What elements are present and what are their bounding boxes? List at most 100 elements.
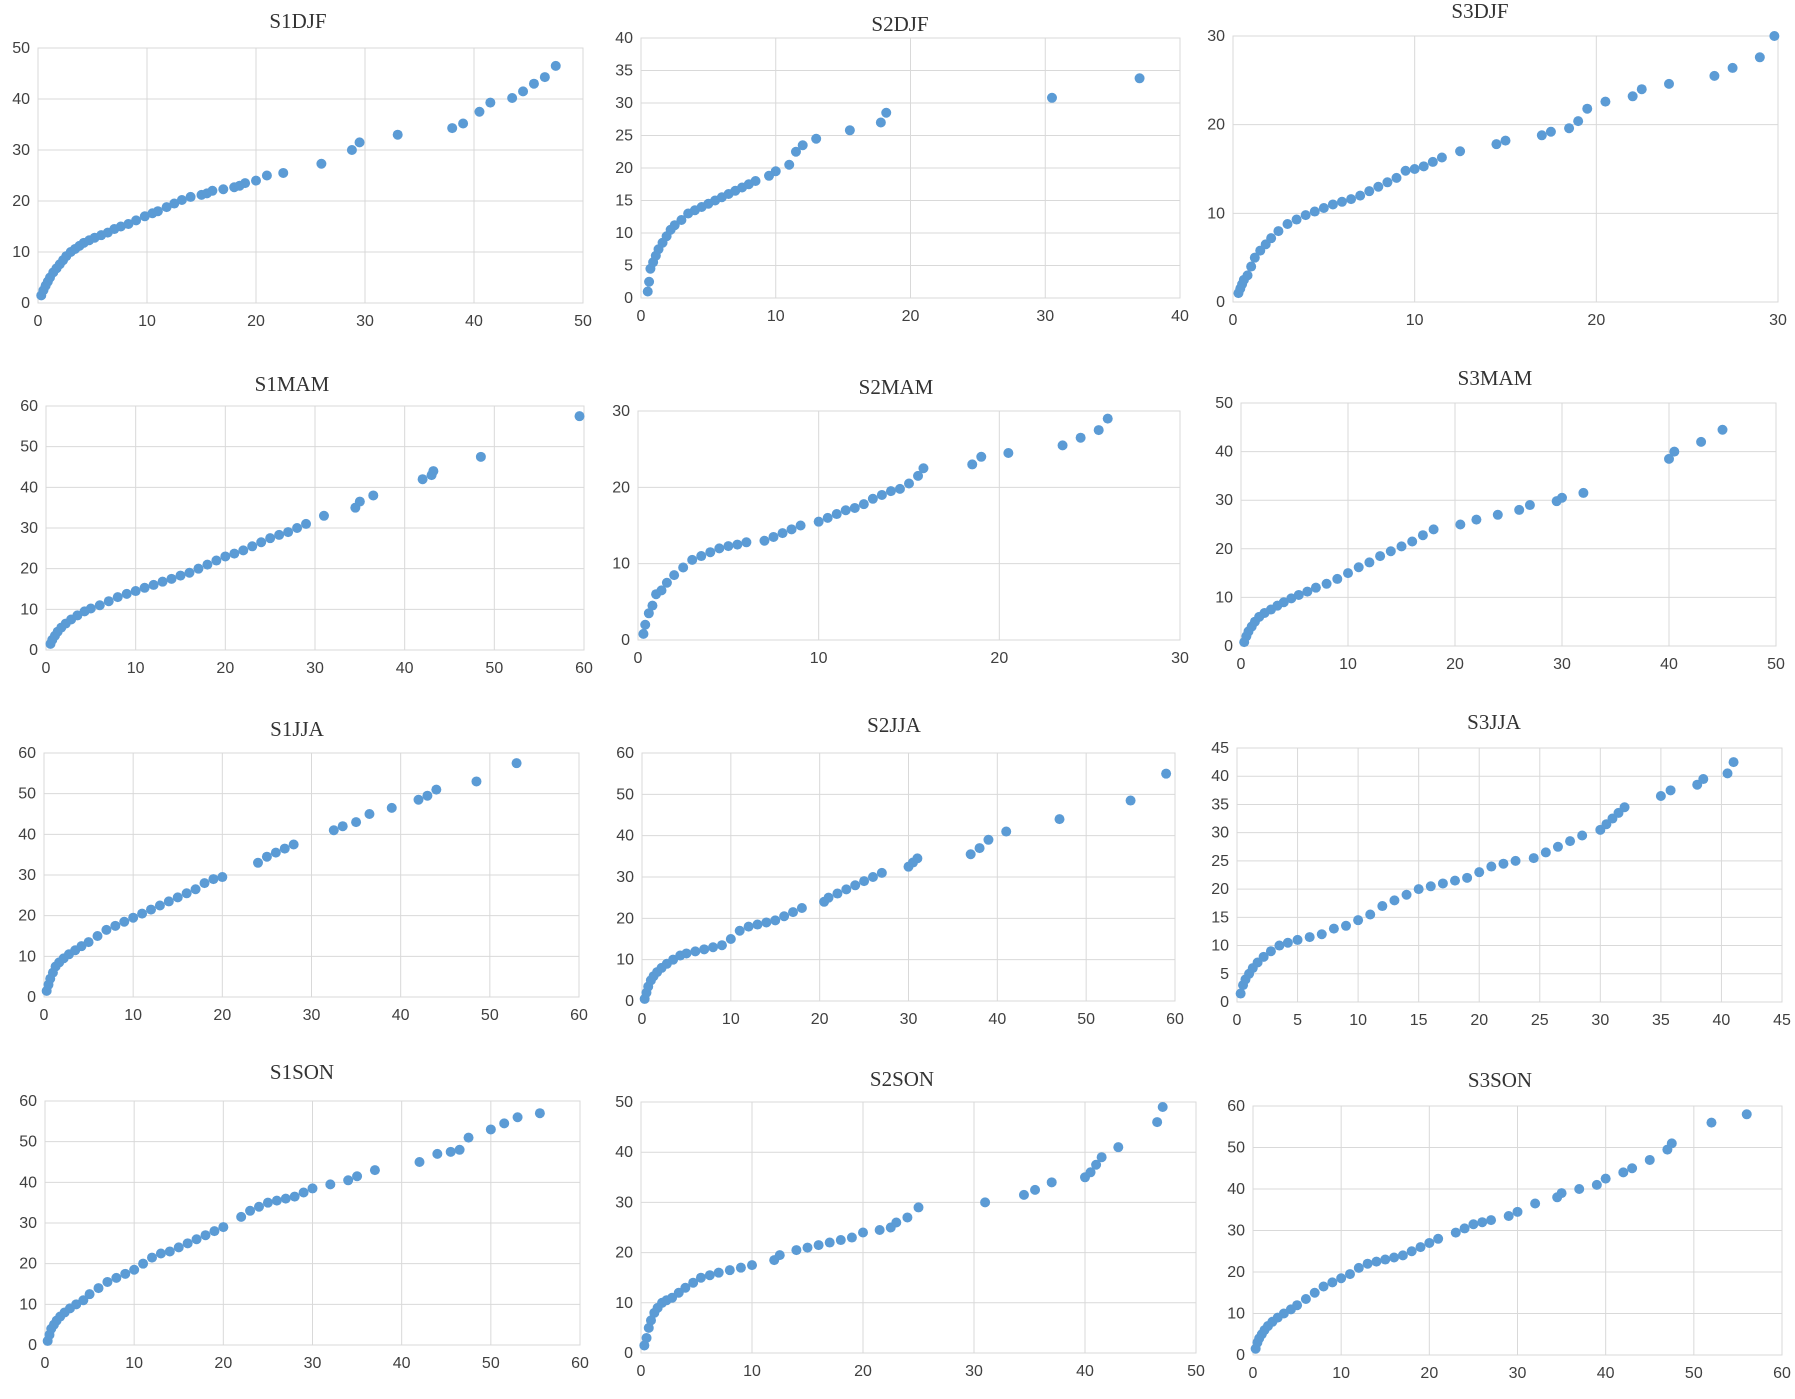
data-point — [1728, 757, 1739, 768]
data-point — [1530, 1198, 1541, 1209]
data-point — [1741, 1109, 1752, 1120]
x-tick-label: 0 — [41, 1355, 50, 1372]
data-point — [283, 527, 294, 538]
y-tick-label: 20 — [616, 910, 634, 927]
data-point — [238, 545, 249, 556]
data-point — [78, 1295, 89, 1306]
x-tick-label: 0 — [1237, 656, 1246, 673]
data-point — [1085, 1167, 1096, 1178]
data-point — [1413, 884, 1424, 895]
data-point — [1018, 1189, 1029, 1200]
chart-title: S3MAM — [1458, 366, 1533, 390]
data-point — [645, 1315, 656, 1326]
data-point — [1235, 988, 1246, 999]
plot-area — [45, 405, 585, 651]
data-point — [534, 1108, 545, 1119]
data-point — [181, 888, 192, 899]
data-point — [254, 1201, 264, 1212]
data-point — [261, 851, 272, 862]
y-tick-label: 0 — [28, 1337, 37, 1354]
chart-title: S3SON — [1468, 1068, 1532, 1092]
x-tick-label: 20 — [216, 660, 234, 677]
y-tick-label: 0 — [1224, 638, 1233, 655]
data-point — [432, 1148, 443, 1159]
y-tick-label: 10 — [612, 556, 630, 573]
data-point — [874, 1225, 885, 1236]
data-point — [1292, 1300, 1303, 1311]
y-tick-label: 15 — [1211, 909, 1229, 926]
y-tick-label: 30 — [615, 95, 633, 112]
data-point — [885, 486, 896, 497]
data-point — [217, 872, 228, 883]
data-point — [245, 1205, 256, 1216]
data-point — [539, 72, 550, 83]
data-point — [1666, 1138, 1677, 1149]
data-point — [876, 867, 887, 878]
data-point — [1300, 1293, 1311, 1304]
y-tick-label: 5 — [624, 258, 633, 275]
data-point — [169, 198, 180, 209]
plot-area — [640, 1101, 1197, 1354]
data-point — [669, 570, 680, 581]
y-tick-label: 0 — [624, 1345, 633, 1362]
x-tick-label: 20 — [247, 313, 265, 330]
data-point — [112, 592, 123, 603]
x-tick-label: 15 — [1410, 1012, 1428, 1029]
x-tick-label: 30 — [1769, 312, 1787, 329]
y-tick-label: 40 — [1215, 444, 1233, 461]
data-point — [138, 1258, 149, 1269]
data-point — [328, 825, 339, 836]
data-point — [1591, 1179, 1602, 1190]
data-point — [1001, 826, 1012, 837]
data-point — [102, 1276, 113, 1287]
y-tick-label: 30 — [12, 142, 30, 159]
data-point — [777, 528, 788, 539]
data-point — [1524, 500, 1535, 511]
data-point — [343, 1175, 354, 1186]
data-point — [550, 60, 561, 71]
data-point — [131, 215, 142, 226]
data-point — [714, 543, 725, 554]
x-tick-label: 60 — [570, 1007, 588, 1024]
x-tick-label: 10 — [1406, 312, 1424, 329]
data-point — [512, 1112, 523, 1123]
data-point — [1353, 915, 1364, 926]
y-tick-label: 30 — [612, 403, 630, 420]
data-point — [1573, 116, 1584, 127]
data-point — [699, 944, 710, 955]
data-point — [1557, 492, 1567, 503]
x-tick-label: 40 — [1597, 1365, 1615, 1382]
data-point — [965, 849, 976, 860]
data-point — [85, 603, 96, 614]
data-point — [209, 1226, 220, 1237]
data-point — [1362, 1258, 1373, 1269]
data-point — [207, 185, 218, 196]
data-point — [695, 1272, 706, 1283]
data-point — [1161, 768, 1172, 779]
data-point — [148, 579, 159, 590]
data-point — [822, 512, 833, 523]
y-tick-label: 20 — [1215, 541, 1233, 558]
data-point — [1727, 62, 1738, 73]
x-tick-label: 10 — [124, 1007, 142, 1024]
x-tick-label: 20 — [1446, 656, 1464, 673]
data-point — [1364, 557, 1375, 568]
data-point — [976, 451, 987, 462]
data-point — [247, 541, 258, 552]
x-tick-label: 10 — [722, 1011, 740, 1028]
data-point — [364, 809, 375, 819]
data-point — [528, 78, 539, 89]
data-point — [784, 159, 795, 170]
data-point — [1433, 1233, 1444, 1244]
data-point — [1600, 1173, 1611, 1184]
x-tick-label: 0 — [42, 660, 51, 677]
data-point — [1503, 1210, 1514, 1221]
data-point — [229, 548, 240, 559]
x-tick-label: 50 — [1685, 1365, 1703, 1382]
data-point — [841, 884, 852, 895]
data-point — [463, 1132, 474, 1143]
y-tick-label: 50 — [18, 786, 36, 803]
data-point — [1327, 1277, 1338, 1288]
data-point — [454, 1144, 465, 1155]
y-tick-label: 30 — [1207, 28, 1225, 45]
